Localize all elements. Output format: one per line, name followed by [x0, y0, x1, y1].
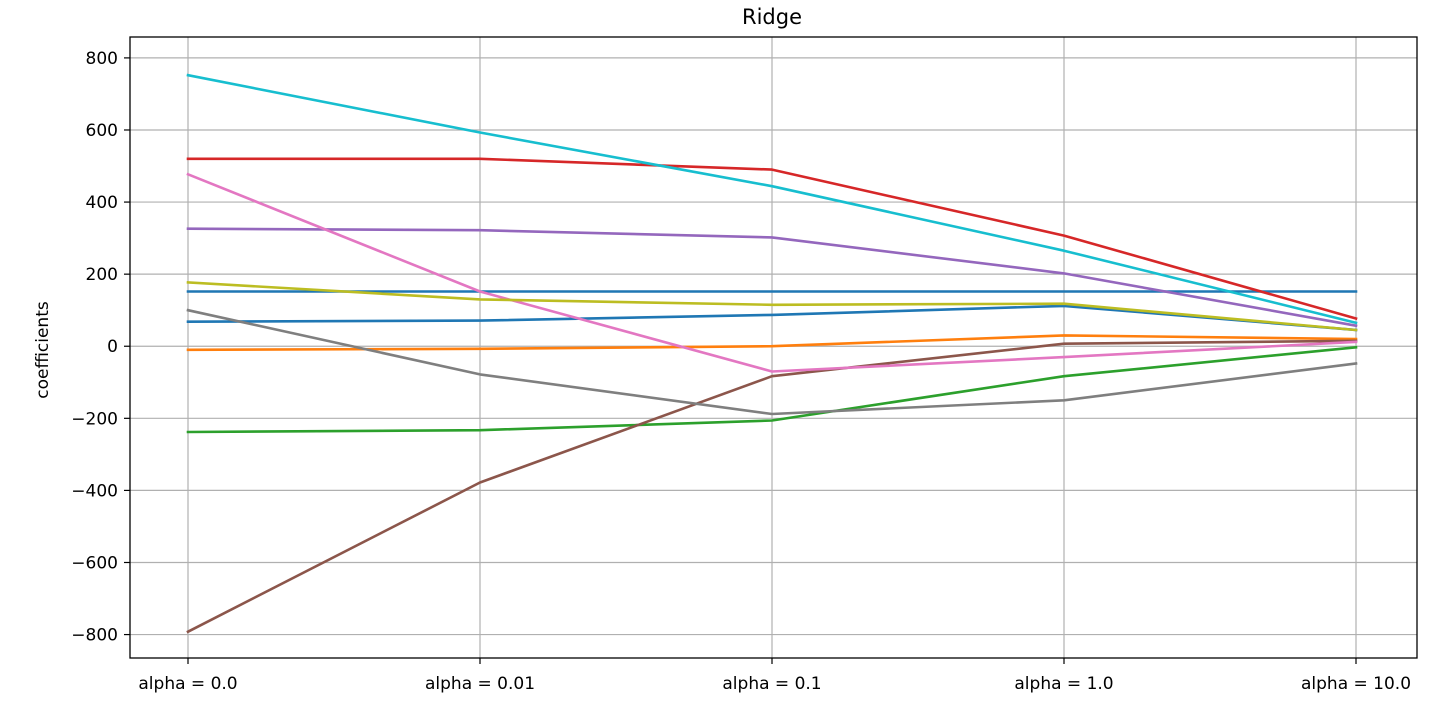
series-line-8 [186, 308, 1358, 416]
y-axis: −800 −600 −400 −200 0 200 400 600 800 [71, 49, 130, 646]
series-line-5 [186, 227, 1358, 328]
y-tick-label: −800 [71, 626, 118, 646]
x-tick-label: alpha = 10.0 [1301, 674, 1411, 694]
y-tick-label: 0 [107, 337, 118, 357]
series-line-4 [186, 157, 1358, 321]
series-line-3 [186, 345, 1358, 434]
y-tick-label: 200 [86, 265, 118, 285]
x-tick-label: alpha = 0.01 [425, 674, 535, 694]
y-tick-label: 400 [86, 193, 118, 213]
plot-frame [129, 36, 1418, 659]
y-axis-label: coefficients [33, 301, 53, 399]
x-tick-label: alpha = 0.0 [138, 674, 237, 694]
y-tick-label: −200 [71, 409, 118, 429]
x-tick-label: alpha = 0.1 [722, 674, 821, 694]
y-tick-label: 600 [86, 121, 118, 141]
series-line-6 [186, 339, 1358, 634]
x-tick-label: alpha = 1.0 [1014, 674, 1113, 694]
series-line-2 [186, 334, 1358, 352]
x-axis: alpha = 0.0 alpha = 0.01 alpha = 0.1 alpha … [138, 658, 1411, 694]
series-lines [186, 73, 1358, 634]
series-line-10 [186, 73, 1358, 325]
series-line-9 [186, 281, 1358, 332]
series-line-1 [186, 304, 1358, 332]
series-line-7 [186, 172, 1358, 373]
y-tick-label: 800 [86, 49, 118, 69]
chart-title: Ridge [742, 5, 802, 29]
y-tick-label: −600 [71, 553, 118, 573]
y-tick-label: −400 [71, 481, 118, 501]
